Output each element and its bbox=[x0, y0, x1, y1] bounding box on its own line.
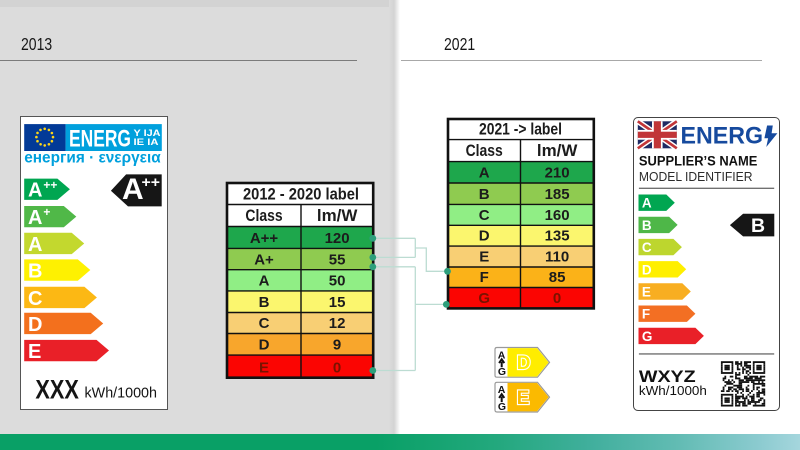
svg-text:A: A bbox=[478, 165, 489, 182]
svg-text:SUPPLIER’S NAME: SUPPLIER’S NAME bbox=[638, 153, 757, 168]
svg-text:C: C bbox=[259, 315, 270, 332]
svg-text:G: G bbox=[478, 290, 490, 307]
svg-text:G: G bbox=[498, 366, 506, 378]
svg-text:50: 50 bbox=[329, 273, 346, 290]
svg-text:C: C bbox=[478, 207, 489, 224]
svg-text:A: A bbox=[28, 234, 42, 256]
svg-text:C: C bbox=[641, 240, 651, 255]
svg-text:A: A bbox=[498, 384, 506, 396]
svg-text:A: A bbox=[28, 207, 42, 229]
svg-text:lm/W: lm/W bbox=[317, 206, 358, 225]
svg-text:F: F bbox=[641, 307, 649, 322]
svg-text:2021 -> label: 2021 -> label bbox=[479, 119, 562, 138]
svg-text:G: G bbox=[498, 401, 506, 413]
svg-text:Class: Class bbox=[245, 206, 282, 225]
svg-text:MODEL IDENTIFIER: MODEL IDENTIFIER bbox=[638, 169, 752, 184]
svg-text:++: ++ bbox=[142, 174, 161, 191]
svg-text:A++: A++ bbox=[250, 230, 279, 247]
svg-text:ENERG: ENERG bbox=[680, 122, 763, 149]
svg-text:E: E bbox=[28, 341, 41, 363]
svg-text:185: 185 bbox=[544, 186, 569, 203]
svg-text:ENERG: ENERG bbox=[69, 126, 131, 153]
svg-text:A: A bbox=[498, 349, 506, 361]
svg-text:D: D bbox=[478, 228, 489, 245]
svg-text:D: D bbox=[641, 262, 651, 277]
svg-text:85: 85 bbox=[548, 269, 565, 286]
svg-text:C: C bbox=[28, 288, 42, 310]
svg-text:++: ++ bbox=[43, 178, 57, 192]
svg-text:D: D bbox=[259, 337, 270, 354]
svg-text:lm/W: lm/W bbox=[536, 141, 577, 160]
svg-text:IE IA: IE IA bbox=[134, 137, 159, 148]
svg-text:A: A bbox=[28, 180, 42, 202]
svg-text:B: B bbox=[751, 215, 765, 237]
svg-text:A: A bbox=[122, 173, 144, 206]
svg-text:E: E bbox=[517, 388, 530, 409]
svg-text:G: G bbox=[641, 329, 652, 344]
svg-text:2012 - 2020 label: 2012 - 2020 label bbox=[243, 185, 359, 204]
svg-text:D: D bbox=[517, 353, 531, 374]
svg-text:210: 210 bbox=[544, 165, 569, 182]
svg-text:енергия · ενεργεια: енергия · ενεργεια bbox=[24, 150, 161, 167]
svg-text:E: E bbox=[259, 360, 269, 377]
svg-text:12: 12 bbox=[329, 315, 346, 332]
svg-text:55: 55 bbox=[329, 252, 346, 269]
svg-text:160: 160 bbox=[544, 207, 569, 224]
svg-text:kWh/1000h: kWh/1000h bbox=[85, 385, 158, 402]
svg-text:0: 0 bbox=[553, 290, 561, 307]
svg-text:A: A bbox=[641, 196, 651, 211]
svg-text:F: F bbox=[479, 269, 488, 286]
svg-text:15: 15 bbox=[329, 294, 346, 311]
svg-text:WXYZ: WXYZ bbox=[638, 367, 695, 386]
svg-text:B: B bbox=[478, 186, 489, 203]
svg-text:110: 110 bbox=[545, 249, 569, 266]
svg-text:E: E bbox=[641, 285, 650, 300]
svg-text:D: D bbox=[28, 314, 42, 336]
svg-text:9: 9 bbox=[333, 337, 341, 354]
svg-text:0: 0 bbox=[333, 360, 341, 377]
svg-text:B: B bbox=[259, 294, 270, 311]
svg-text:Class: Class bbox=[465, 141, 502, 160]
svg-text:E: E bbox=[479, 249, 489, 266]
svg-text:120: 120 bbox=[325, 230, 350, 247]
svg-text:B: B bbox=[28, 260, 42, 282]
svg-text:XXX: XXX bbox=[35, 375, 79, 405]
svg-text:kWh/1000h: kWh/1000h bbox=[638, 383, 706, 398]
svg-text:Y IJA: Y IJA bbox=[134, 128, 161, 139]
svg-text:A: A bbox=[259, 273, 270, 290]
svg-text:A+: A+ bbox=[254, 252, 274, 269]
svg-text:+: + bbox=[43, 205, 50, 219]
svg-text:135: 135 bbox=[544, 228, 569, 245]
svg-text:B: B bbox=[641, 218, 651, 233]
